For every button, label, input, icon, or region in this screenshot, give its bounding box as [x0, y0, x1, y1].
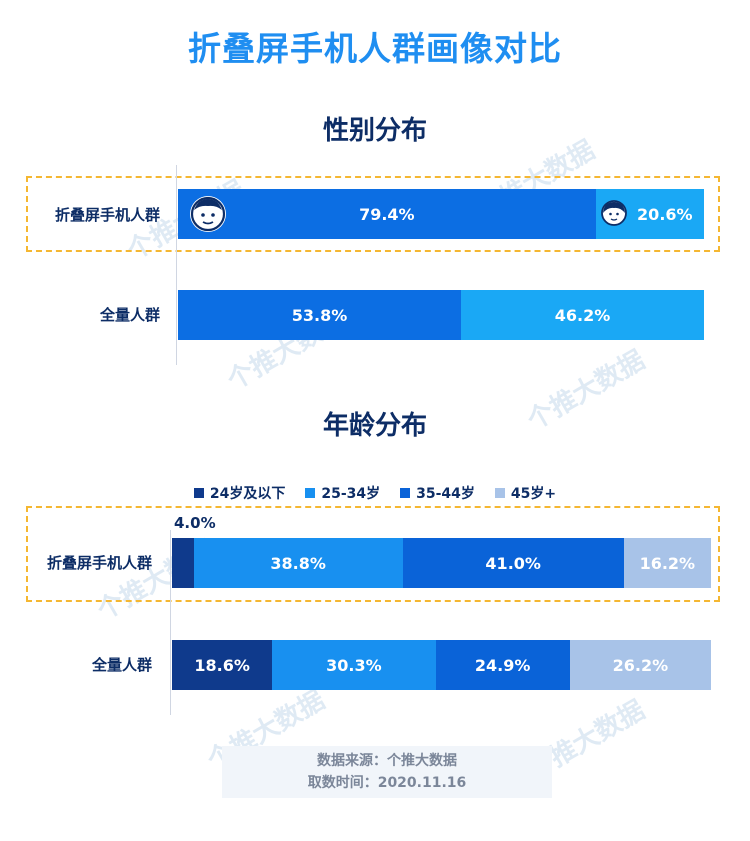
gender-segment-label: 46.2%: [554, 305, 611, 325]
age-segment-label: 38.8%: [270, 553, 326, 573]
gender-segment-label: 20.6%: [637, 204, 693, 224]
legend-item: 25-34岁: [305, 483, 380, 503]
age-axis: [170, 530, 171, 715]
age-segment: 18.6%: [172, 640, 273, 690]
gender-row-label-fold: 折叠屏手机人群: [54, 206, 160, 224]
age-legend: 24岁及以下 25-34岁 35-44岁 45岁+: [0, 483, 750, 503]
legend-item: 24岁及以下: [193, 483, 285, 503]
gender-segment: 46.2%: [460, 290, 704, 340]
age-segment-label: 16.2%: [639, 553, 696, 573]
age-segment: 16.2%: [623, 538, 711, 588]
gender-segment: 53.8%: [178, 290, 461, 340]
gender-bar-all: 53.8% 46.2%: [178, 290, 704, 340]
age-bar-fold: 38.8% 41.0% 16.2%: [172, 538, 711, 588]
gender-segment: 79.4%: [178, 189, 596, 239]
female-face-icon: [601, 200, 627, 226]
legend-item: 35-44岁: [400, 483, 475, 503]
age-highlight-box: [26, 506, 720, 602]
age-segment: [172, 538, 194, 588]
data-date-line: 取数时间：2020.11.16: [307, 775, 467, 791]
page-title: 折叠屏手机人群画像对比: [188, 29, 562, 68]
age-segment: 24.9%: [435, 640, 570, 690]
age-chart-title: 年龄分布: [322, 411, 427, 441]
gender-axis: [176, 165, 177, 365]
age-segment: 30.3%: [272, 640, 436, 690]
age-segment-label: 24.9%: [474, 655, 531, 675]
age-segment-label: 41.0%: [485, 553, 541, 573]
gender-segment-label: 79.4%: [359, 204, 415, 224]
data-source-line: 数据来源：个推大数据: [317, 753, 457, 769]
age-small-value-label: 4.0%: [174, 514, 216, 532]
gender-segment-label: 53.8%: [291, 305, 348, 325]
age-bar-all: 18.6% 30.3% 24.9% 26.2%: [172, 640, 711, 690]
age-row-label-fold: 折叠屏手机人群: [46, 554, 152, 572]
gender-bar-fold: 79.4% 20.6%: [178, 189, 704, 239]
gender-chart-title: 性别分布: [322, 116, 427, 146]
age-row-label-all: 全量人群: [91, 656, 152, 674]
age-segment-label: 30.3%: [326, 655, 382, 675]
legend-item: 45岁+: [494, 483, 556, 503]
age-segment: 38.8%: [193, 538, 403, 588]
age-segment: 41.0%: [402, 538, 624, 588]
gender-row-label-all: 全量人群: [99, 306, 160, 324]
data-source-box: 数据来源：个推大数据 取数时间：2020.11.16: [222, 746, 552, 798]
age-segment-label: 26.2%: [612, 655, 669, 675]
age-segment: 26.2%: [569, 640, 711, 690]
male-face-icon: [190, 196, 226, 232]
gender-highlight-box: [26, 176, 720, 252]
age-segment-label: 18.6%: [194, 655, 250, 675]
